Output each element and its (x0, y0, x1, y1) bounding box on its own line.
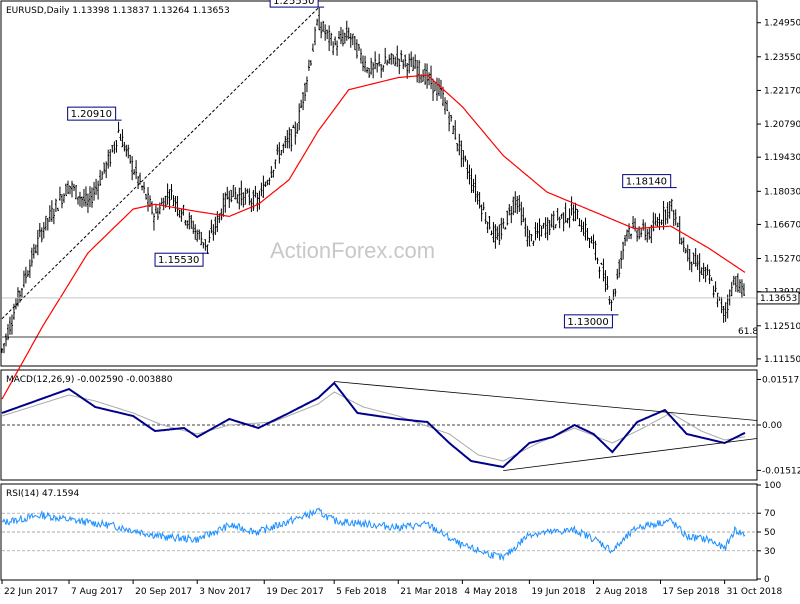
rsi-line (1, 507, 746, 562)
x-tick-label: 17 Sep 2018 (663, 587, 720, 597)
x-tick-label: 20 Sep 2017 (135, 587, 192, 597)
axis-layer: 1.24950 1.23550 1.22170 1.20790 1.19430 1.180… (1, 19, 800, 597)
price-y-tick-label: 1.11150 (764, 355, 800, 365)
x-tick-label: 19 Jun 2018 (531, 587, 585, 597)
callout-label: 1.18140 (626, 177, 667, 188)
current-price-label: 1.13653 (760, 294, 797, 304)
callout-box (622, 174, 672, 189)
watermark: ActionForex.com (270, 238, 435, 263)
macd-y-tick-label: 0.00 (762, 421, 782, 431)
x-tick-label: 19 Dec 2017 (266, 587, 324, 597)
rsi-y-tick-label: 30 (764, 547, 776, 557)
rsi-y-tick-label: 0 (764, 575, 770, 585)
fib-level-label: 61.8 (738, 327, 758, 337)
price-header: EURUSD,Daily 1.13398 1.13837 1.13264 1.1… (6, 6, 230, 16)
callout-box (563, 314, 613, 329)
callout-box (269, 0, 319, 8)
rsi-layer (1, 507, 757, 562)
x-tick-label: 22 Jun 2017 (4, 587, 58, 597)
rsi-y-tick-label: 70 (764, 509, 776, 519)
rsi-y-tick-label: 100 (764, 481, 781, 491)
price-panel-frame (0, 0, 758, 367)
price-y-tick-label: 1.16670 (764, 220, 800, 230)
x-tick-label: 5 Feb 2018 (336, 587, 387, 597)
price-y-tick-label: 1.12510 (764, 322, 800, 332)
callout-label: 1.25550 (273, 0, 314, 7)
macd-y-tick-label: -0.015126 (762, 466, 800, 476)
macd-layer (1, 381, 758, 471)
price-y-tick-label: 1.24950 (764, 19, 800, 29)
x-tick-label: 31 Oct 2018 (727, 587, 783, 597)
price-y-tick-label: 1.18030 (764, 187, 800, 197)
moving-average-line (1, 74, 746, 400)
x-tick-label: 4 May 2018 (464, 587, 517, 597)
callout-label: 1.20910 (71, 109, 112, 120)
macd-y-tick-label: 0.015178 (762, 375, 800, 385)
price-trendline (1, 7, 319, 320)
macd-trendline (334, 381, 758, 421)
price-y-tick-label: 1.22170 (764, 86, 800, 96)
callout-box (67, 106, 117, 121)
price-y-tick-label: 1.20790 (764, 120, 800, 130)
current-price-box (756, 291, 800, 305)
callout-label: 1.15530 (158, 255, 199, 266)
price-y-tick-label: 1.23550 (764, 53, 800, 63)
price-layer: 61.8 1.25550 1.20910 1.18140 1.15530 1.13000 (1, 0, 758, 400)
rsi-header: RSI(14) 47.1594 (6, 489, 79, 499)
macd-trendline (503, 438, 758, 471)
price-y-tick-label: 1.15270 (764, 255, 800, 265)
x-tick-label: 3 Nov 2017 (199, 587, 251, 597)
x-tick-label: 7 Aug 2017 (71, 587, 123, 597)
macd-line (1, 381, 746, 469)
x-tick-label: 21 Mar 2018 (400, 587, 457, 597)
macd-signal-line (1, 391, 746, 462)
x-tick-label: 2 Aug 2018 (595, 587, 647, 597)
price-y-tick-label: 1.19430 (764, 153, 800, 163)
macd-header: MACD(12,26,9) -0.002590 -0.003880 (6, 375, 173, 385)
callout-box (154, 252, 204, 267)
rsi-y-tick-label: 50 (764, 528, 776, 538)
callout-label: 1.13000 (567, 317, 608, 328)
